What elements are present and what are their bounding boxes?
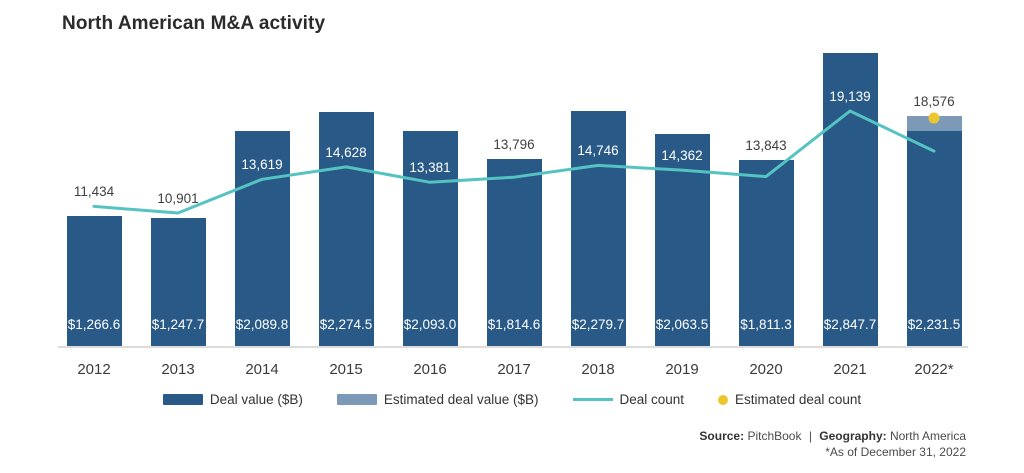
chart-title: North American M&A activity [62,13,326,34]
deal-value-label: $2,274.5 [319,317,373,332]
deal-value-label: $2,093.0 [403,317,457,332]
bar-2019 [654,133,710,346]
deal-count-label: 13,843 [745,137,787,153]
deal-count-label: 11,434 [73,184,115,200]
deal-count-label: 19,139 [829,89,871,104]
source-label: Source: [699,429,745,443]
year-label: 2019 [665,361,699,378]
source-line: Source: PitchBook | Geography: North Ame… [699,428,966,444]
year-label: 2020 [749,361,783,378]
legend-label: Deal value ($B) [209,392,303,407]
footnote: *As of December 31, 2022 [825,445,966,459]
deal-count-label: 13,381 [409,160,451,176]
deal-value-label: $2,847.7 [823,317,877,332]
year-label: 2017 [497,361,531,378]
chart-source-note: Source: PitchBook | Geography: North Ame… [699,428,966,460]
deal-value-label: $2,279.7 [571,317,625,332]
legend-item-2: Deal count [572,392,685,407]
deal-count-label: 14,628 [325,144,367,160]
legend-item-1: Estimated deal value ($B) [336,392,539,407]
geography-value: North America [889,429,966,443]
legend-swatch-dot [718,394,729,405]
deal-value-label: $2,063.5 [655,317,709,332]
legend-item-0: Deal value ($B) [162,392,303,407]
deal-count-label: 13,796 [493,137,535,153]
year-label: 2013 [161,361,195,378]
source-divider: | [808,429,812,443]
deal-value-label: $2,089.8 [235,317,289,332]
deal-value-label: $1,266.6 [67,317,121,332]
year-label: 2012 [77,361,111,378]
deal-count-label: 10,901 [157,191,199,206]
year-label: 2015 [329,361,363,378]
bar-2013 [150,217,206,346]
legend-label: Estimated deal count [735,392,862,407]
year-label: 2018 [581,361,615,378]
legend-swatch-line [572,398,613,401]
year-label: 2014 [245,361,279,378]
legend-item-3: Estimated deal count [718,392,861,407]
year-label: 2016 [413,361,447,378]
x-axis-baseline [58,346,968,348]
deal-count-label: 14,746 [577,143,619,159]
legend-swatch-bar [336,394,377,405]
deal-value-label: $1,814.6 [487,317,541,332]
deal-count-label: 13,619 [241,157,283,173]
legend-label: Deal count [619,392,685,407]
bar-2012 [66,215,122,346]
geography-label: Geography: [819,429,887,443]
deal-count-label: 14,362 [661,148,703,164]
chart-legend: Deal value ($B) Estimated deal value ($B)… [0,392,1024,407]
deal-value-label: $1,811.3 [740,317,792,332]
deal-value-label: $1,247.7 [151,317,205,332]
legend-swatch-bar [162,394,203,405]
deal-value-label: $2,231.5 [907,317,961,332]
year-label: 2021 [833,361,867,378]
legend-label: Estimated deal value ($B) [383,392,539,407]
year-label: 2022* [914,361,954,378]
deal-count-label: 18,576 [913,94,955,110]
bar-2022 [906,116,962,346]
source-value: PitchBook [747,429,802,443]
bar-estimated-segment [906,116,962,131]
